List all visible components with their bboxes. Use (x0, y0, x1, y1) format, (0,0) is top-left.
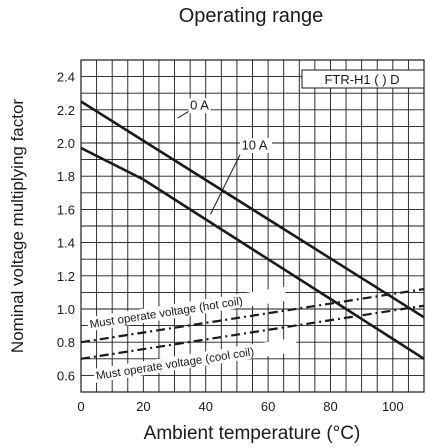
y-tick-label: 1.4 (57, 236, 75, 251)
y-tick-label: 1.8 (57, 169, 75, 184)
y-tick-label: 0.8 (57, 335, 75, 350)
x-tick-labels: 0 20 40 60 80 100 (77, 399, 403, 414)
annotation-bg (240, 138, 273, 154)
chart-title: Operating range (179, 5, 324, 27)
annotation-leader (177, 111, 189, 119)
model-label: FTR-H1 ( ) D (324, 72, 399, 87)
x-tick-label: 60 (261, 399, 275, 414)
series-line-0 (80, 100, 425, 319)
series-line-2 (80, 288, 425, 344)
annotation-bg (188, 98, 211, 114)
annotation-cool-coil: Must operate voltage (cool coil) (95, 346, 255, 382)
y-tick-label: 2.2 (57, 103, 75, 118)
x-tick-label: 80 (323, 399, 337, 414)
x-tick-label: 20 (136, 399, 150, 414)
annotation-bg (86, 286, 287, 332)
y-tick-label: 0.6 (57, 368, 75, 383)
y-tick-label: 1.2 (57, 269, 75, 284)
series-layer (80, 100, 425, 360)
x-axis-label: Ambient temperature (°C) (144, 423, 361, 444)
x-tick-label: 40 (198, 399, 212, 414)
y-tick-label: 2.4 (57, 70, 75, 85)
annotation-0a: 0 A (190, 97, 209, 112)
y-tick-label: 2.0 (57, 136, 75, 151)
y-tick-label: 1.0 (57, 302, 75, 317)
x-tick-label: 0 (77, 399, 84, 414)
series-line-1 (80, 146, 425, 360)
y-axis-label: Nominal voltage multiplying factor (8, 99, 27, 354)
annotation-10a: 10 A (242, 137, 268, 152)
grid (81, 60, 424, 392)
annotation-leader (209, 154, 241, 215)
model-label-box (301, 69, 425, 89)
y-tick-labels: 0.6 0.8 1.0 1.2 1.4 1.6 1.8 2.0 2.2 2.4 (57, 70, 75, 384)
annotation-bg (92, 337, 298, 383)
x-tick-label: 100 (382, 399, 404, 414)
series-line-3 (80, 304, 425, 360)
y-tick-label: 1.6 (57, 202, 75, 217)
plot-frame (80, 59, 425, 393)
